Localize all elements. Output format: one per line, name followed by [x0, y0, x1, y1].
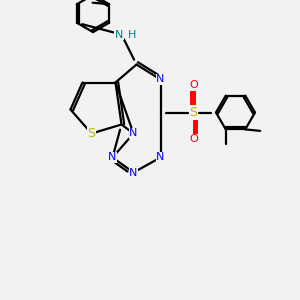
Text: N: N	[129, 128, 138, 139]
Text: O: O	[189, 80, 198, 91]
Text: N: N	[129, 167, 138, 178]
Text: S: S	[190, 106, 197, 119]
Text: H: H	[128, 29, 136, 40]
Text: N: N	[156, 152, 165, 163]
Text: N: N	[108, 152, 117, 163]
Text: N: N	[115, 29, 123, 40]
Text: S: S	[88, 127, 95, 140]
Text: N: N	[156, 74, 165, 85]
Text: O: O	[189, 134, 198, 145]
